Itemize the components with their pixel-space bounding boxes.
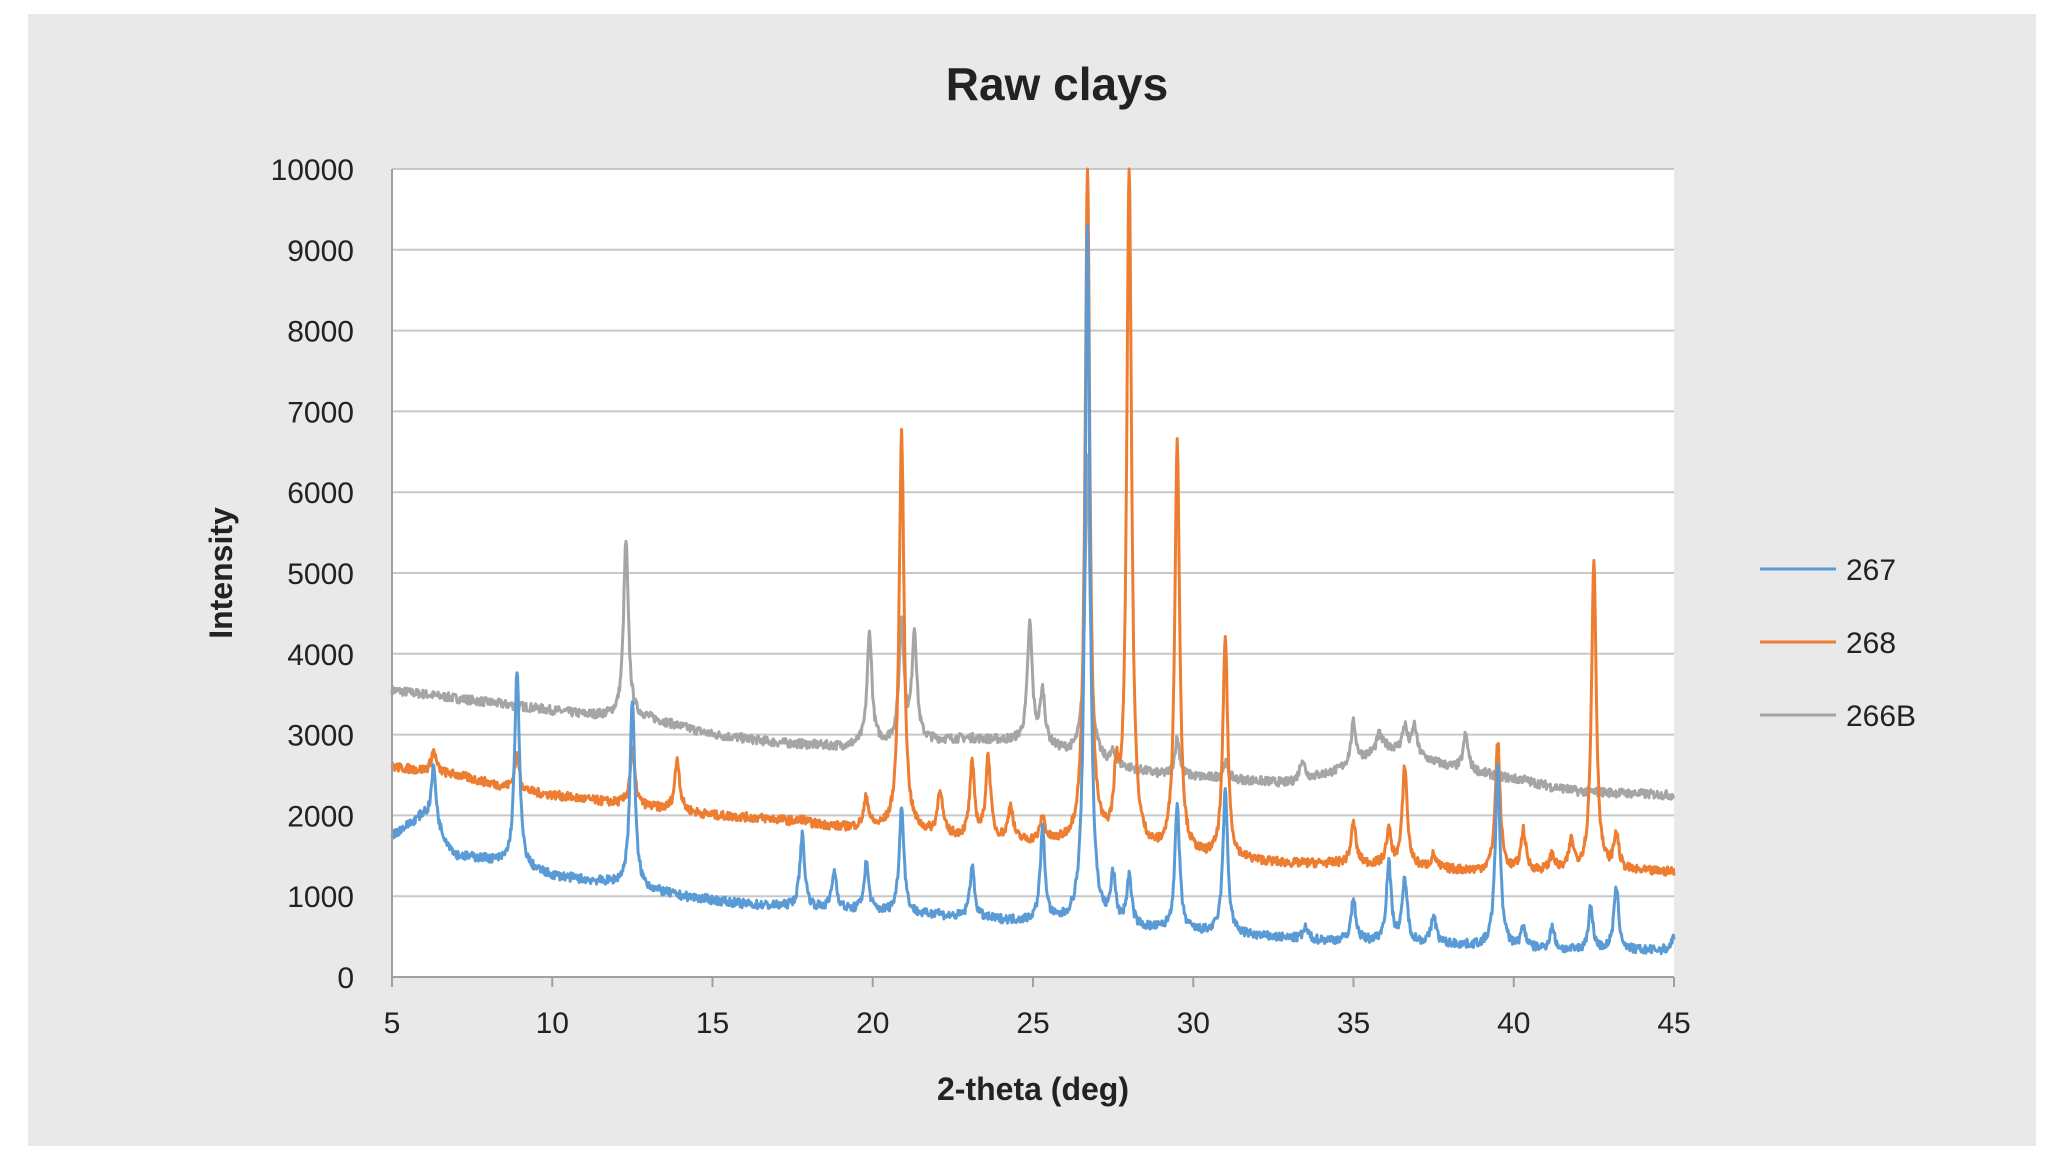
legend: 267 268 266B	[1760, 554, 1916, 733]
y-tick-label-0: 0	[337, 962, 354, 995]
x-axis-label: 2-theta (deg)	[937, 1071, 1129, 1107]
x-tick-label-30: 30	[1177, 1007, 1210, 1040]
series-line-268	[390, 167, 1676, 877]
legend-label-266B: 266B	[1846, 700, 1916, 733]
y-tick-label-6000: 6000	[287, 477, 354, 510]
series-layer	[390, 167, 1676, 956]
legend-label-268: 268	[1846, 627, 1896, 660]
x-tick-label-45: 45	[1657, 1007, 1690, 1040]
y-tick-label-9000: 9000	[287, 235, 354, 268]
axes: 0 1000 2000 3000 4000 5000 6000 7000 8000 9000 100…	[271, 154, 1691, 1040]
x-tick-label-20: 20	[856, 1007, 889, 1040]
gridlines	[392, 168, 1674, 898]
y-axis-label: Intensity	[203, 507, 239, 639]
x-tick-label-35: 35	[1337, 1007, 1370, 1040]
series-line-267	[390, 224, 1676, 956]
y-tick-label-10000: 10000	[271, 154, 354, 187]
y-tick-label-2000: 2000	[287, 800, 354, 833]
x-tick-label-15: 15	[696, 1007, 729, 1040]
y-tick-label-7000: 7000	[287, 396, 354, 429]
x-tick-label-5: 5	[384, 1007, 401, 1040]
x-tick-label-25: 25	[1016, 1007, 1049, 1040]
legend-label-267: 267	[1846, 554, 1896, 587]
chart-title: Raw clays	[946, 58, 1168, 110]
series-line-266B	[390, 453, 1675, 801]
y-tick-label-1000: 1000	[287, 881, 354, 914]
y-tick-label-8000: 8000	[287, 316, 354, 349]
y-tick-label-5000: 5000	[287, 558, 354, 591]
y-tick-label-3000: 3000	[287, 720, 354, 753]
y-tick-label-4000: 4000	[287, 639, 354, 672]
x-tick-label-40: 40	[1497, 1007, 1530, 1040]
x-tick-label-10: 10	[536, 1007, 569, 1040]
